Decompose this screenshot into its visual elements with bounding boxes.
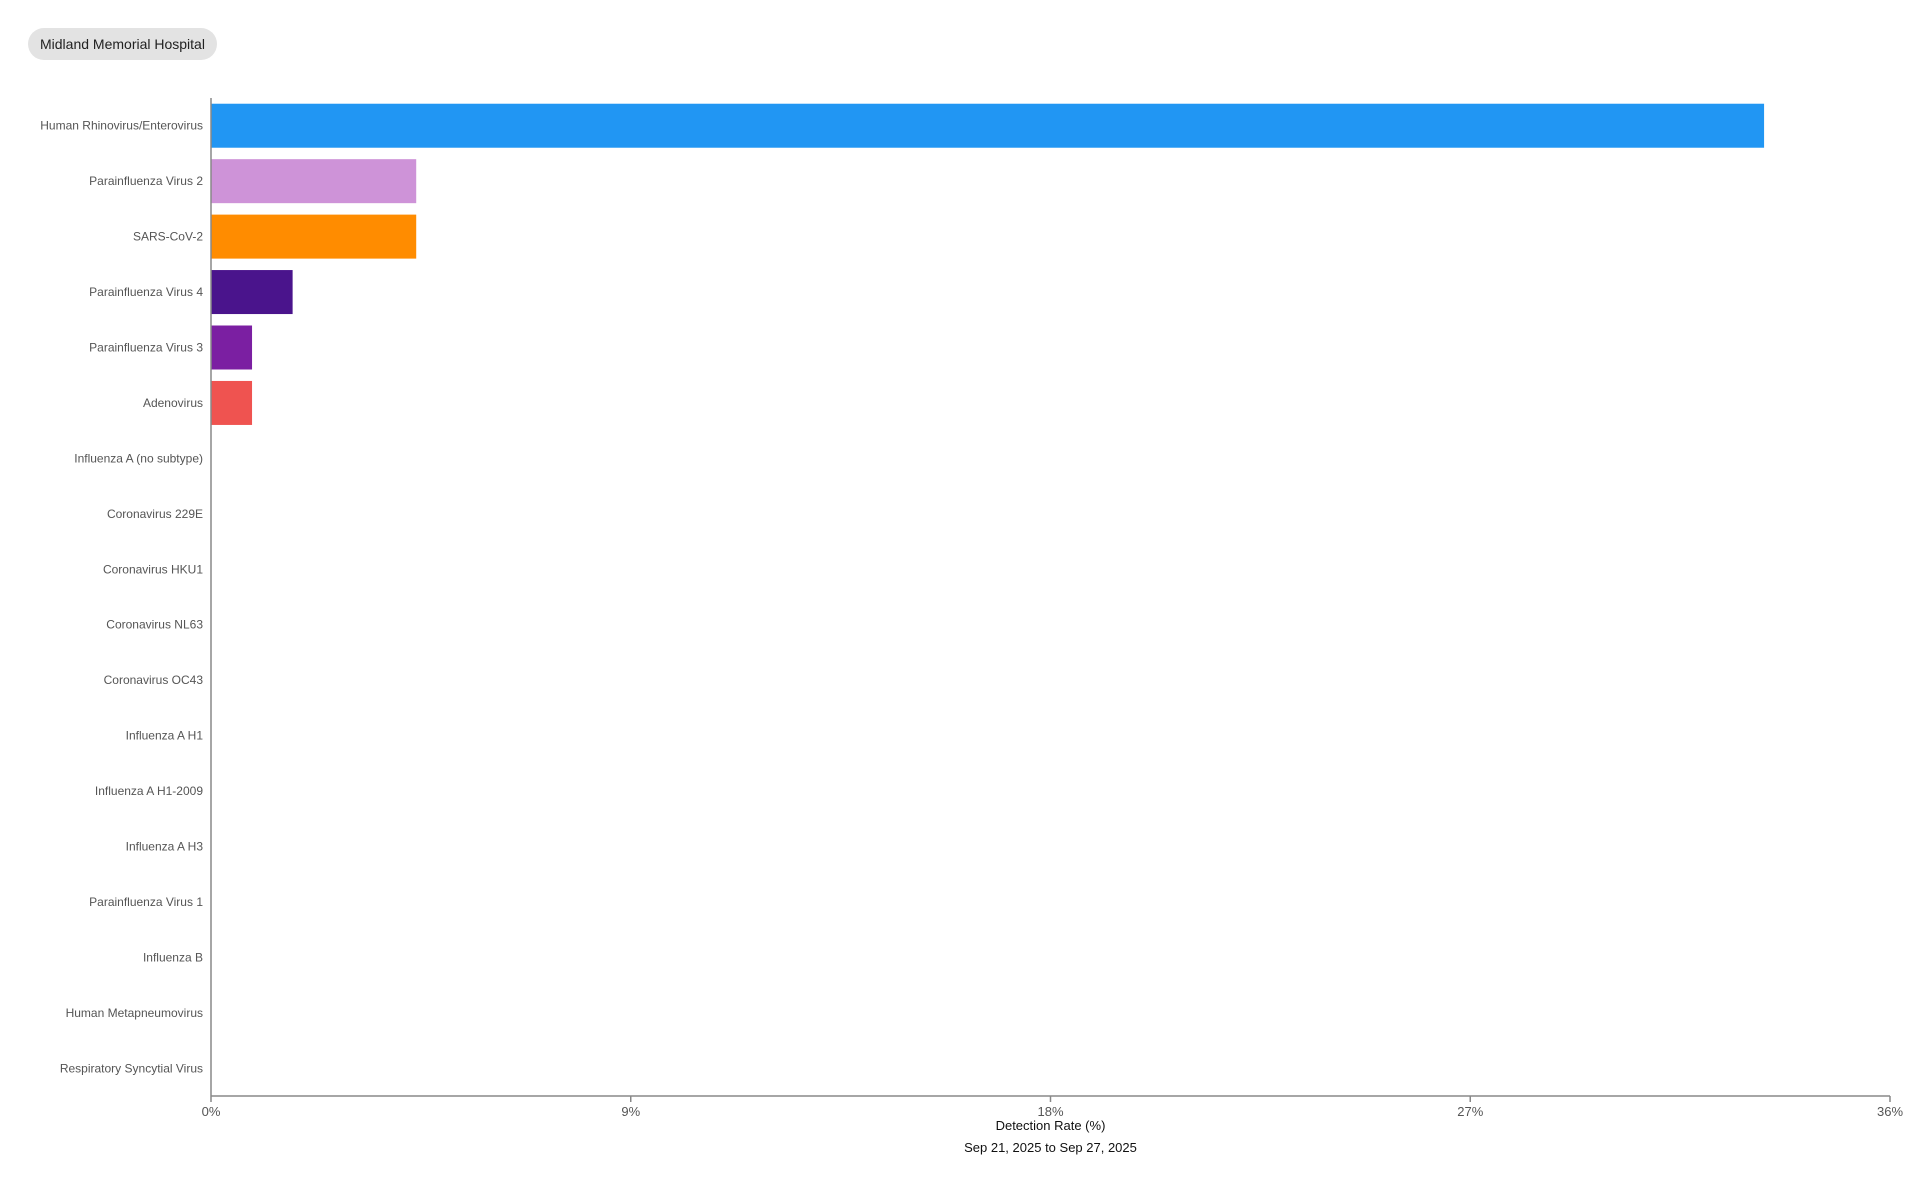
x-tick-label-4: 36% [1877,1104,1903,1119]
category-label-6: Influenza A (no subtype) [74,451,203,465]
category-label-0: Human Rhinovirus/Enterovirus [40,119,203,133]
category-label-3: Parainfluenza Virus 4 [89,285,203,299]
category-label-10: Coronavirus OC43 [104,673,204,687]
bar-4[interactable] [211,325,253,370]
category-label-5: Adenovirus [143,396,203,410]
category-label-8: Coronavirus HKU1 [103,562,203,576]
category-label-16: Human Metapneumovirus [66,1006,203,1020]
category-label-11: Influenza A H1 [126,729,204,743]
category-label-9: Coronavirus NL63 [106,618,203,632]
bar-5[interactable] [211,380,253,425]
x-tick-label-1: 9% [621,1104,640,1119]
category-label-7: Coronavirus 229E [107,507,203,521]
hospital-filter-chip[interactable]: Midland Memorial Hospital [28,28,217,60]
bar-2[interactable] [211,214,417,259]
bar-1[interactable] [211,159,417,204]
category-label-4: Parainfluenza Virus 3 [89,341,203,355]
x-tick-label-2: 18% [1037,1104,1063,1119]
category-label-15: Influenza B [143,950,203,964]
category-label-12: Influenza A H1-2009 [95,784,203,798]
x-tick-label-3: 27% [1457,1104,1483,1119]
x-axis-title: Detection Rate (%) [996,1118,1106,1133]
category-label-13: Influenza A H3 [126,840,204,854]
category-labels-group: Human Rhinovirus/Enterovirus Parainfluenz… [40,119,203,1076]
category-label-14: Parainfluenza Virus 1 [89,895,203,909]
bar-0[interactable] [211,103,1765,148]
category-label-17: Respiratory Syncytial Virus [60,1061,203,1075]
bar-3[interactable] [211,270,293,315]
x-tick-label-0: 0% [202,1104,221,1119]
category-label-2: SARS-CoV-2 [133,230,203,244]
bars-group [211,103,1765,425]
date-range-subtitle: Sep 21, 2025 to Sep 27, 2025 [964,1140,1137,1155]
category-label-1: Parainfluenza Virus 2 [89,174,203,188]
x-ticks-group: 0% 9% 18% 27% 36% [202,1096,1903,1119]
